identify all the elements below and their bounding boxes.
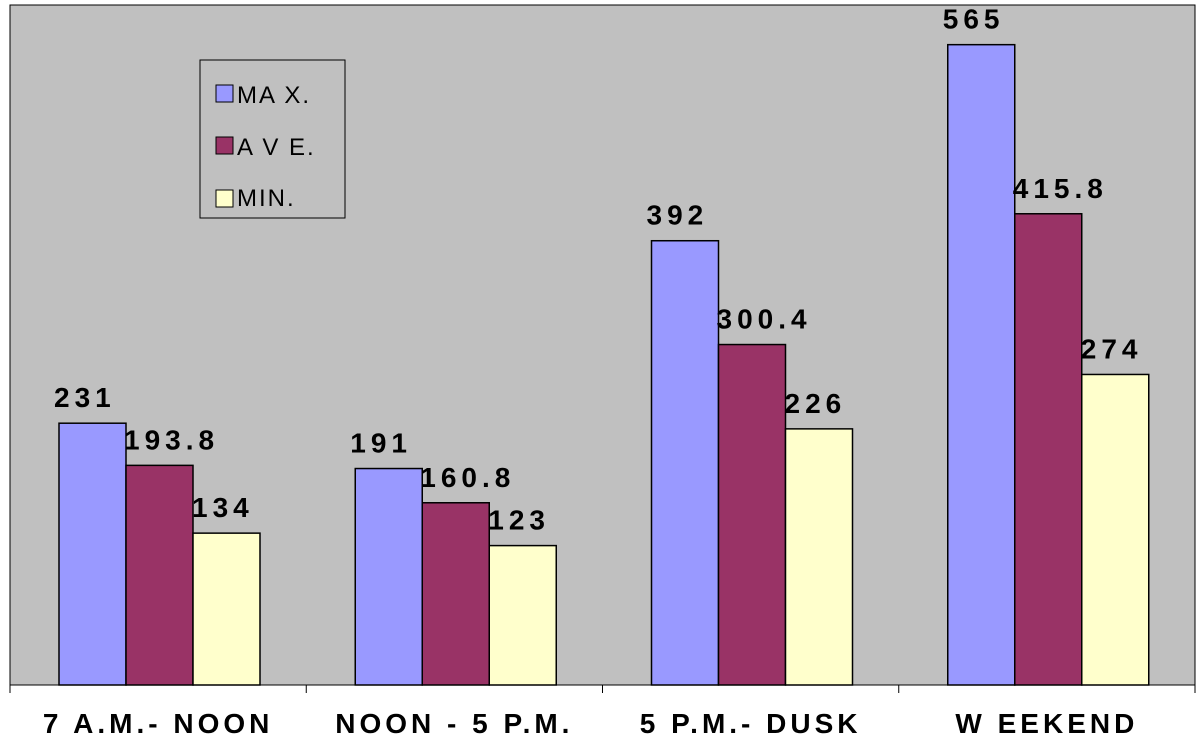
legend-swatch-max: [215, 84, 234, 103]
data-label: 300.4: [717, 304, 812, 335]
bar: [717, 343, 787, 686]
data-label: 191: [350, 428, 412, 459]
legend-swatch-min: [215, 189, 234, 208]
legend-label-max: MA X.: [237, 82, 311, 109]
data-label: 274: [1081, 333, 1143, 364]
legend: MA X. A V E. MIN.: [199, 59, 346, 219]
bar: [125, 464, 194, 686]
bars-layer: [58, 43, 1150, 686]
data-label: 392: [647, 200, 709, 231]
bar: [947, 43, 1016, 686]
x-axis-tick-labels: 7 A.M.- NOON NOON - 5 P.M. 5 P.M.- DUSK W E…: [43, 708, 1138, 739]
bar: [58, 422, 127, 686]
x-tick-label: NOON - 5 P.M.: [335, 708, 573, 739]
x-tick-label: 5 P.M.- DUSK: [640, 708, 862, 739]
data-label: 415.8: [1013, 173, 1108, 204]
legend-label-ave: A V E.: [237, 134, 316, 161]
bar: [354, 467, 423, 686]
value-labels-layer: 231 193.8 134 191 160.8 123 392 300.4 226 565 415.…: [54, 4, 1143, 536]
x-tick-label: 7 A.M.- NOON: [43, 708, 274, 739]
data-label: 160.8: [420, 462, 515, 493]
bar: [1014, 213, 1083, 686]
bar: [650, 239, 720, 686]
bar: [421, 502, 490, 686]
x-axis-ticks: [9, 685, 1196, 693]
legend-swatch-ave: [215, 136, 234, 155]
legend-label-min: MIN.: [237, 185, 296, 212]
data-label: 226: [785, 388, 847, 419]
data-label: 565: [943, 4, 1005, 35]
bar: [192, 532, 261, 686]
bar: [1081, 373, 1150, 686]
data-label: 231: [54, 382, 116, 413]
bar: [488, 544, 557, 686]
bar: [784, 428, 854, 686]
data-label: 123: [488, 505, 550, 536]
data-label: 193.8: [124, 424, 219, 455]
x-tick-label: W EEKEND: [955, 708, 1138, 739]
data-label: 134: [192, 492, 254, 523]
